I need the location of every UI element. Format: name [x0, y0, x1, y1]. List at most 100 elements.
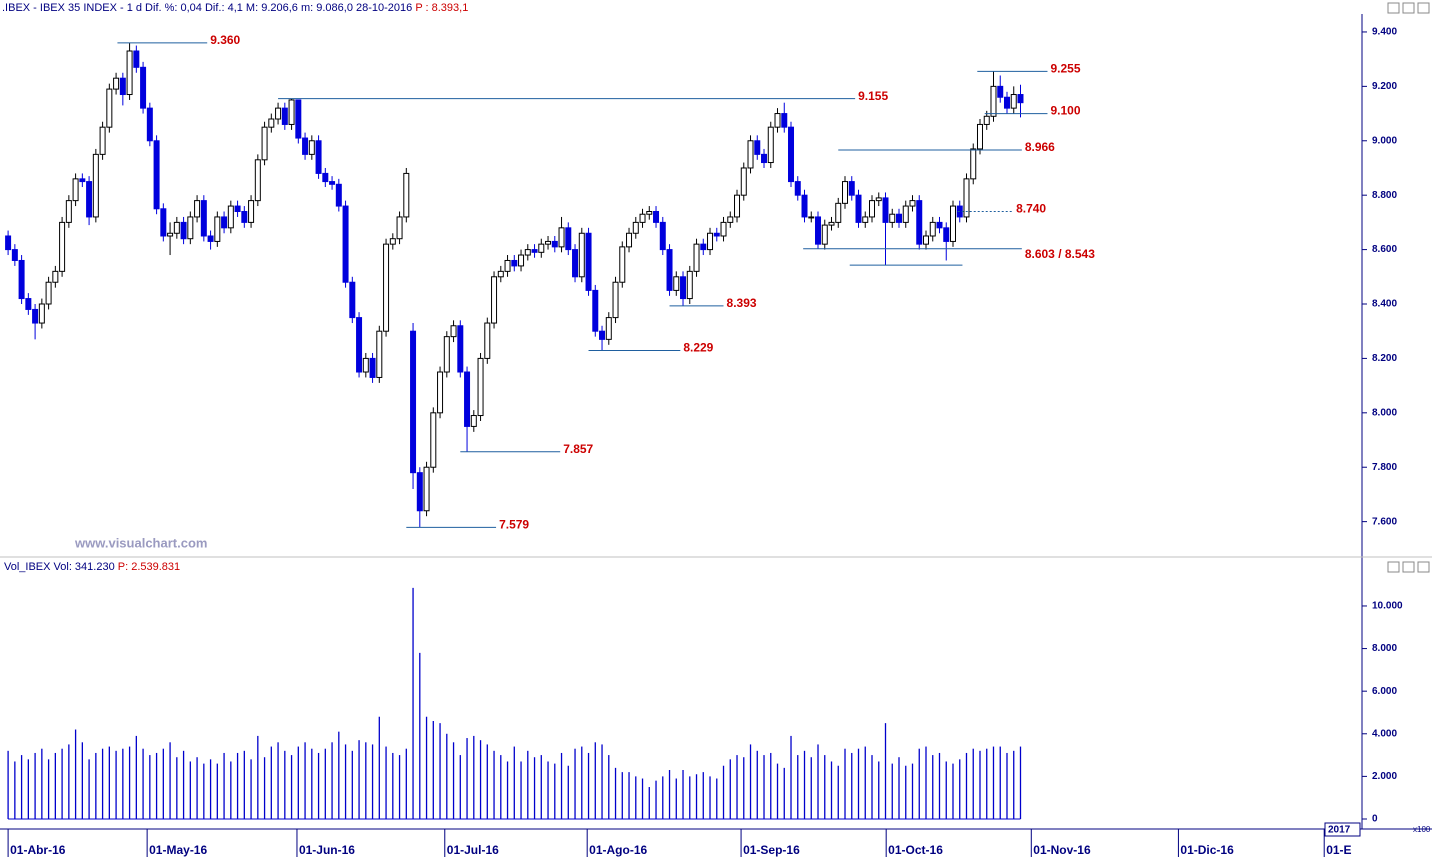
candle-body: [119, 77, 126, 96]
candle-body: [484, 322, 491, 359]
candle-body: [889, 213, 896, 223]
candle-body: [720, 221, 727, 237]
candle-body: [902, 205, 909, 223]
candle-body: [227, 205, 234, 229]
y-tick-label: 8.000: [1372, 407, 1397, 418]
candle-body: [349, 281, 356, 319]
candle-body: [680, 276, 687, 300]
candle-body: [322, 172, 329, 183]
candle-body: [497, 270, 504, 278]
candle-body: [180, 221, 187, 240]
candle-body: [268, 118, 275, 128]
candle-body: [734, 194, 741, 218]
level-label: 7.579: [499, 518, 529, 532]
level-label: 9.100: [1050, 104, 1080, 118]
candle-body: [437, 371, 444, 414]
candle-body: [288, 99, 295, 125]
candle-body: [443, 336, 450, 373]
maximize-button[interactable]: [1402, 561, 1415, 573]
x-tick-label: 01-Ago-16: [589, 843, 647, 857]
candle-body: [700, 243, 707, 251]
candle-body: [396, 216, 403, 240]
y-tick-label: 0: [1372, 814, 1378, 825]
close-button[interactable]: [1417, 2, 1430, 14]
candle-body: [25, 298, 32, 310]
candle-body: [619, 246, 626, 283]
candle-body: [470, 415, 477, 427]
candle-body: [545, 240, 552, 245]
candle-body: [774, 113, 781, 128]
candle-body: [241, 211, 248, 223]
candle-body: [653, 211, 660, 223]
candle-body: [794, 181, 801, 196]
y-tick-label: 8.200: [1372, 353, 1397, 364]
candle-body: [599, 330, 606, 340]
candle-body: [673, 276, 680, 291]
candle-body: [585, 232, 592, 291]
x-tick-label: 01-May-16: [149, 843, 207, 857]
close-button[interactable]: [1417, 561, 1430, 573]
candle-body: [410, 330, 417, 474]
candle-body: [362, 357, 369, 373]
candle-body: [875, 197, 882, 202]
x-tick-label: 01-Abr-16: [10, 843, 66, 857]
candle-body: [450, 325, 457, 338]
candle-body: [565, 227, 572, 251]
price-title: .IBEX - IBEX 35 INDEX - 1 d Dif. %: 0,04…: [2, 2, 412, 14]
candle-body: [464, 371, 471, 427]
y-tick-label: 8.800: [1372, 190, 1397, 201]
level-label: 9.360: [210, 33, 240, 47]
candle-body: [909, 200, 916, 207]
candle-body: [747, 140, 754, 169]
y-tick-label: 7.600: [1372, 516, 1397, 527]
candle-body: [626, 232, 633, 248]
window-buttons[interactable]: [1387, 2, 1430, 573]
candle-body: [788, 126, 795, 183]
candle-body: [693, 243, 700, 272]
candle-body: [106, 88, 113, 128]
candle-body: [781, 113, 788, 128]
candle-body: [369, 357, 376, 378]
candle-body: [666, 249, 673, 291]
candle-body: [518, 254, 525, 267]
y-tick-label: 6.000: [1372, 686, 1397, 697]
candle-body: [862, 216, 869, 223]
candle-body: [896, 213, 903, 223]
candle-body: [329, 181, 336, 185]
candle-body: [882, 197, 889, 223]
x-tick-label: 01-Jul-16: [447, 843, 499, 857]
candle-body: [592, 289, 599, 332]
candle-body: [761, 153, 768, 164]
candle-body: [477, 357, 484, 417]
candle-body: [963, 178, 970, 218]
candle-body: [167, 232, 174, 237]
candle-body: [983, 115, 990, 125]
minimize-button[interactable]: [1387, 2, 1400, 14]
candle-body: [92, 153, 99, 218]
y-tick-label: 2.000: [1372, 771, 1397, 782]
y-tick-label: 8.000: [1372, 643, 1397, 654]
minimize-button[interactable]: [1387, 561, 1400, 573]
x-tick-label: 01-Sep-16: [743, 843, 800, 857]
candle-body: [848, 181, 855, 196]
candle-body: [1003, 96, 1010, 109]
candle-body: [383, 243, 390, 332]
candle-body: [52, 270, 59, 283]
scale-label: x100: [1413, 825, 1431, 834]
candle-body: [551, 240, 558, 248]
y-tick-label: 9.000: [1372, 135, 1397, 146]
maximize-button[interactable]: [1402, 2, 1415, 14]
y-tick-label: 10.000: [1372, 601, 1403, 612]
candle-body: [65, 200, 72, 223]
candle-body: [943, 227, 950, 242]
candle-body: [99, 126, 106, 155]
y-tick-label: 8.600: [1372, 244, 1397, 255]
level-label: 8.603 / 8.543: [1025, 247, 1095, 261]
candle-body: [403, 172, 410, 218]
candle-body: [922, 235, 929, 245]
watermark: www.visualchart.com: [74, 535, 207, 550]
volume-title: Vol_IBEX Vol: 341.230: [4, 561, 115, 573]
candle-body: [727, 216, 734, 223]
x-tick-label: 01-Nov-16: [1033, 843, 1091, 857]
candle-body: [639, 213, 646, 223]
